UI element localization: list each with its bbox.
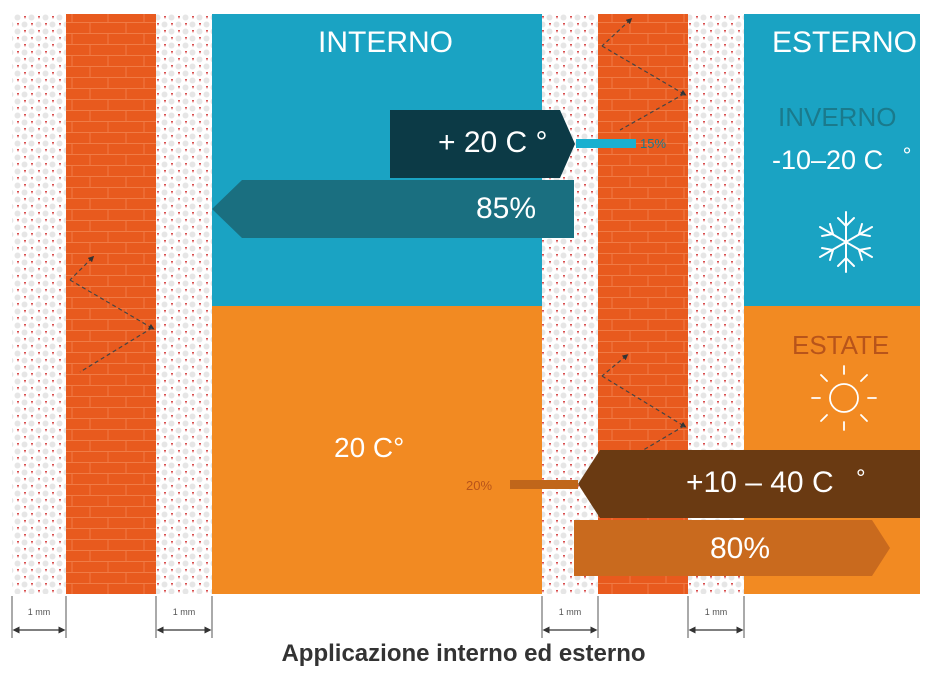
interno-label: INTERNO bbox=[318, 26, 453, 59]
estate-label: ESTATE bbox=[792, 330, 890, 360]
thickness-label-4: 1 mm bbox=[704, 607, 728, 617]
left-outer-coating bbox=[12, 14, 66, 594]
dimension-markers bbox=[11, 596, 745, 638]
summer-temp-label: +10 – 40 C ° bbox=[686, 465, 866, 500]
winter-temp-value: -10–20 C bbox=[772, 145, 884, 175]
thickness-label-1: 1 mm bbox=[27, 607, 51, 617]
sun-icon bbox=[811, 365, 877, 431]
exterior-winter-zone bbox=[744, 14, 920, 306]
winter-retained-label: 85% bbox=[476, 192, 537, 225]
winter-temp-label: -10–20 C ° bbox=[772, 143, 911, 176]
inverno-label: INVERNO bbox=[778, 102, 897, 132]
thickness-label-2: 1 mm bbox=[172, 607, 196, 617]
summer-reflected-label: 80% bbox=[710, 532, 771, 565]
summer-degree: ° bbox=[855, 465, 866, 492]
summer-heat-path bbox=[601, 354, 687, 453]
insulation-diagram bbox=[11, 14, 920, 638]
winter-retained-arrow bbox=[212, 180, 574, 238]
left-inner-coating bbox=[156, 14, 212, 594]
summer-reflected-arrow bbox=[574, 520, 890, 576]
summer-gain-bar bbox=[510, 480, 578, 489]
winter-heat-path bbox=[601, 17, 687, 131]
winter-loss-label: 15% bbox=[640, 136, 667, 151]
left-brick-wall bbox=[66, 14, 156, 594]
summer-temp-badge bbox=[578, 450, 920, 518]
thickness-label-3: 1 mm bbox=[558, 607, 582, 617]
left-heat-path bbox=[69, 255, 155, 373]
winter-degree: ° bbox=[902, 143, 912, 168]
right-inner-coating bbox=[542, 14, 598, 594]
winter-temp-badge bbox=[390, 110, 575, 178]
winter-loss-bar bbox=[576, 139, 636, 148]
esterno-label: ESTERNO bbox=[772, 26, 918, 59]
summer-gain-label: 20% bbox=[466, 478, 493, 493]
snowflake-icon bbox=[819, 211, 873, 273]
interior-summer-zone bbox=[212, 306, 542, 594]
diagram-caption: Applicazione interno ed esterno bbox=[281, 640, 646, 667]
inside-winter-temp: + 20 C ° bbox=[438, 126, 548, 159]
inside-summer-temp: 20 C° bbox=[334, 432, 405, 463]
summer-temp-value: +10 – 40 C bbox=[686, 466, 834, 499]
